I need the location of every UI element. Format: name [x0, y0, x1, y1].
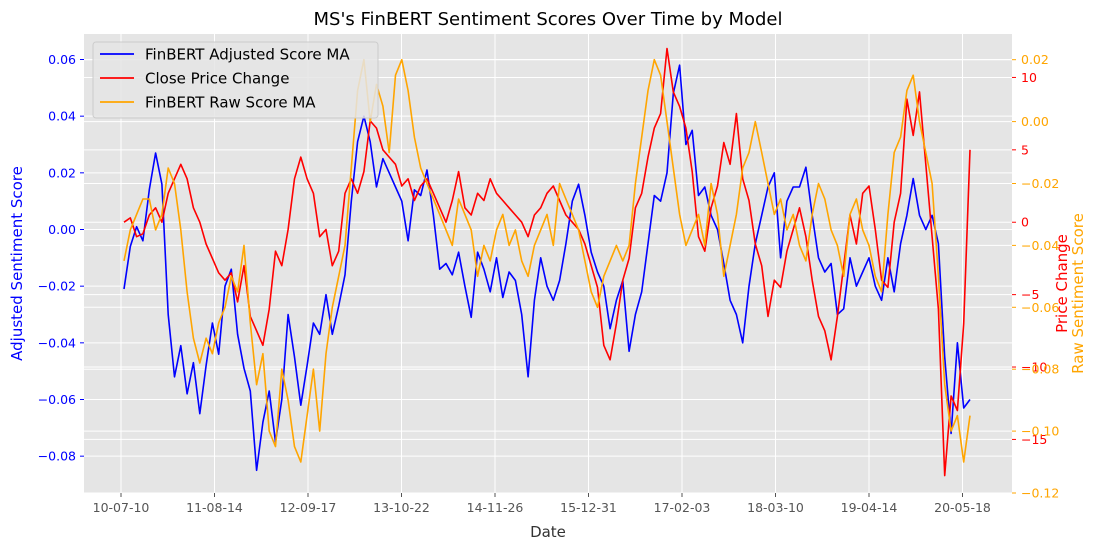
x-tick-label: 13-10-22: [373, 500, 430, 515]
y-raw-tick-label: −0.12: [1021, 486, 1059, 501]
chart-title: MS's FinBERT Sentiment Scores Over Time …: [313, 9, 782, 30]
y-left-tick-label: 0.02: [48, 165, 76, 180]
legend-label-raw: FinBERT Raw Score MA: [145, 94, 316, 112]
x-tick-label: 20-05-18: [934, 500, 991, 515]
x-tick-label: 17-02-03: [654, 500, 711, 515]
y-left-axis-title: Adjusted Sentiment Score: [8, 166, 26, 361]
y-raw-tick-label: −0.04: [1021, 238, 1059, 253]
y-left-tick-label: 0.04: [48, 109, 76, 124]
y-left-tick-label: −0.08: [38, 449, 76, 464]
legend-label-adjusted: FinBERT Adjusted Score MA: [145, 46, 350, 64]
y-price-axis-title: Price Change: [1053, 234, 1071, 333]
x-tick-label: 12-09-17: [280, 500, 337, 515]
legend: FinBERT Adjusted Score MA Close Price Cha…: [92, 41, 379, 119]
y-left-tick-label: −0.04: [38, 335, 76, 350]
y-raw-tick-label: 0.02: [1021, 52, 1049, 67]
y-price-tick-label: −10: [1021, 360, 1047, 375]
y-raw-tick-label: −0.06: [1021, 300, 1059, 315]
y-left-tick-label: −0.06: [38, 392, 76, 407]
x-tick-label: 10-07-10: [93, 500, 150, 515]
y-left-tick-label: −0.02: [38, 279, 76, 294]
legend-label-price: Close Price Change: [145, 70, 289, 88]
series-line-raw: [123, 58, 971, 463]
y-left-tick-label: 0.00: [48, 222, 76, 237]
x-tick-label: 18-03-10: [747, 500, 804, 515]
x-tick-label: 19-04-14: [841, 500, 898, 515]
series-line-price: [123, 47, 971, 477]
y-price-tick-label: 0: [1021, 215, 1029, 230]
y-raw-axis-title: Raw Sentiment Score: [1069, 213, 1087, 374]
y-raw-tick-label: −0.08: [1021, 362, 1059, 377]
series-layer: [123, 47, 971, 477]
series-line-adjusted: [123, 64, 971, 472]
y-price-tick-label: −5: [1021, 287, 1039, 302]
legend-box: [92, 41, 379, 119]
y-raw-tick-label: −0.10: [1021, 424, 1059, 439]
y-left-tick-label: 0.06: [48, 52, 76, 67]
axis-layer: 10-07-10 11-08-14 12-09-17 13-10-22 14-11-26…: [38, 52, 1060, 515]
y-price-tick-label: 5: [1021, 142, 1029, 157]
x-tick-label: 15-12-31: [560, 500, 617, 515]
y-price-tick-label: −15: [1021, 432, 1047, 447]
x-axis-title: Date: [530, 523, 566, 541]
y-raw-tick-label: −0.02: [1021, 176, 1059, 191]
y-price-tick-label: 10: [1021, 70, 1037, 85]
x-tick-label: 11-08-14: [186, 500, 243, 515]
x-tick-label: 14-11-26: [467, 500, 524, 515]
y-raw-tick-label: 0.00: [1021, 114, 1049, 129]
